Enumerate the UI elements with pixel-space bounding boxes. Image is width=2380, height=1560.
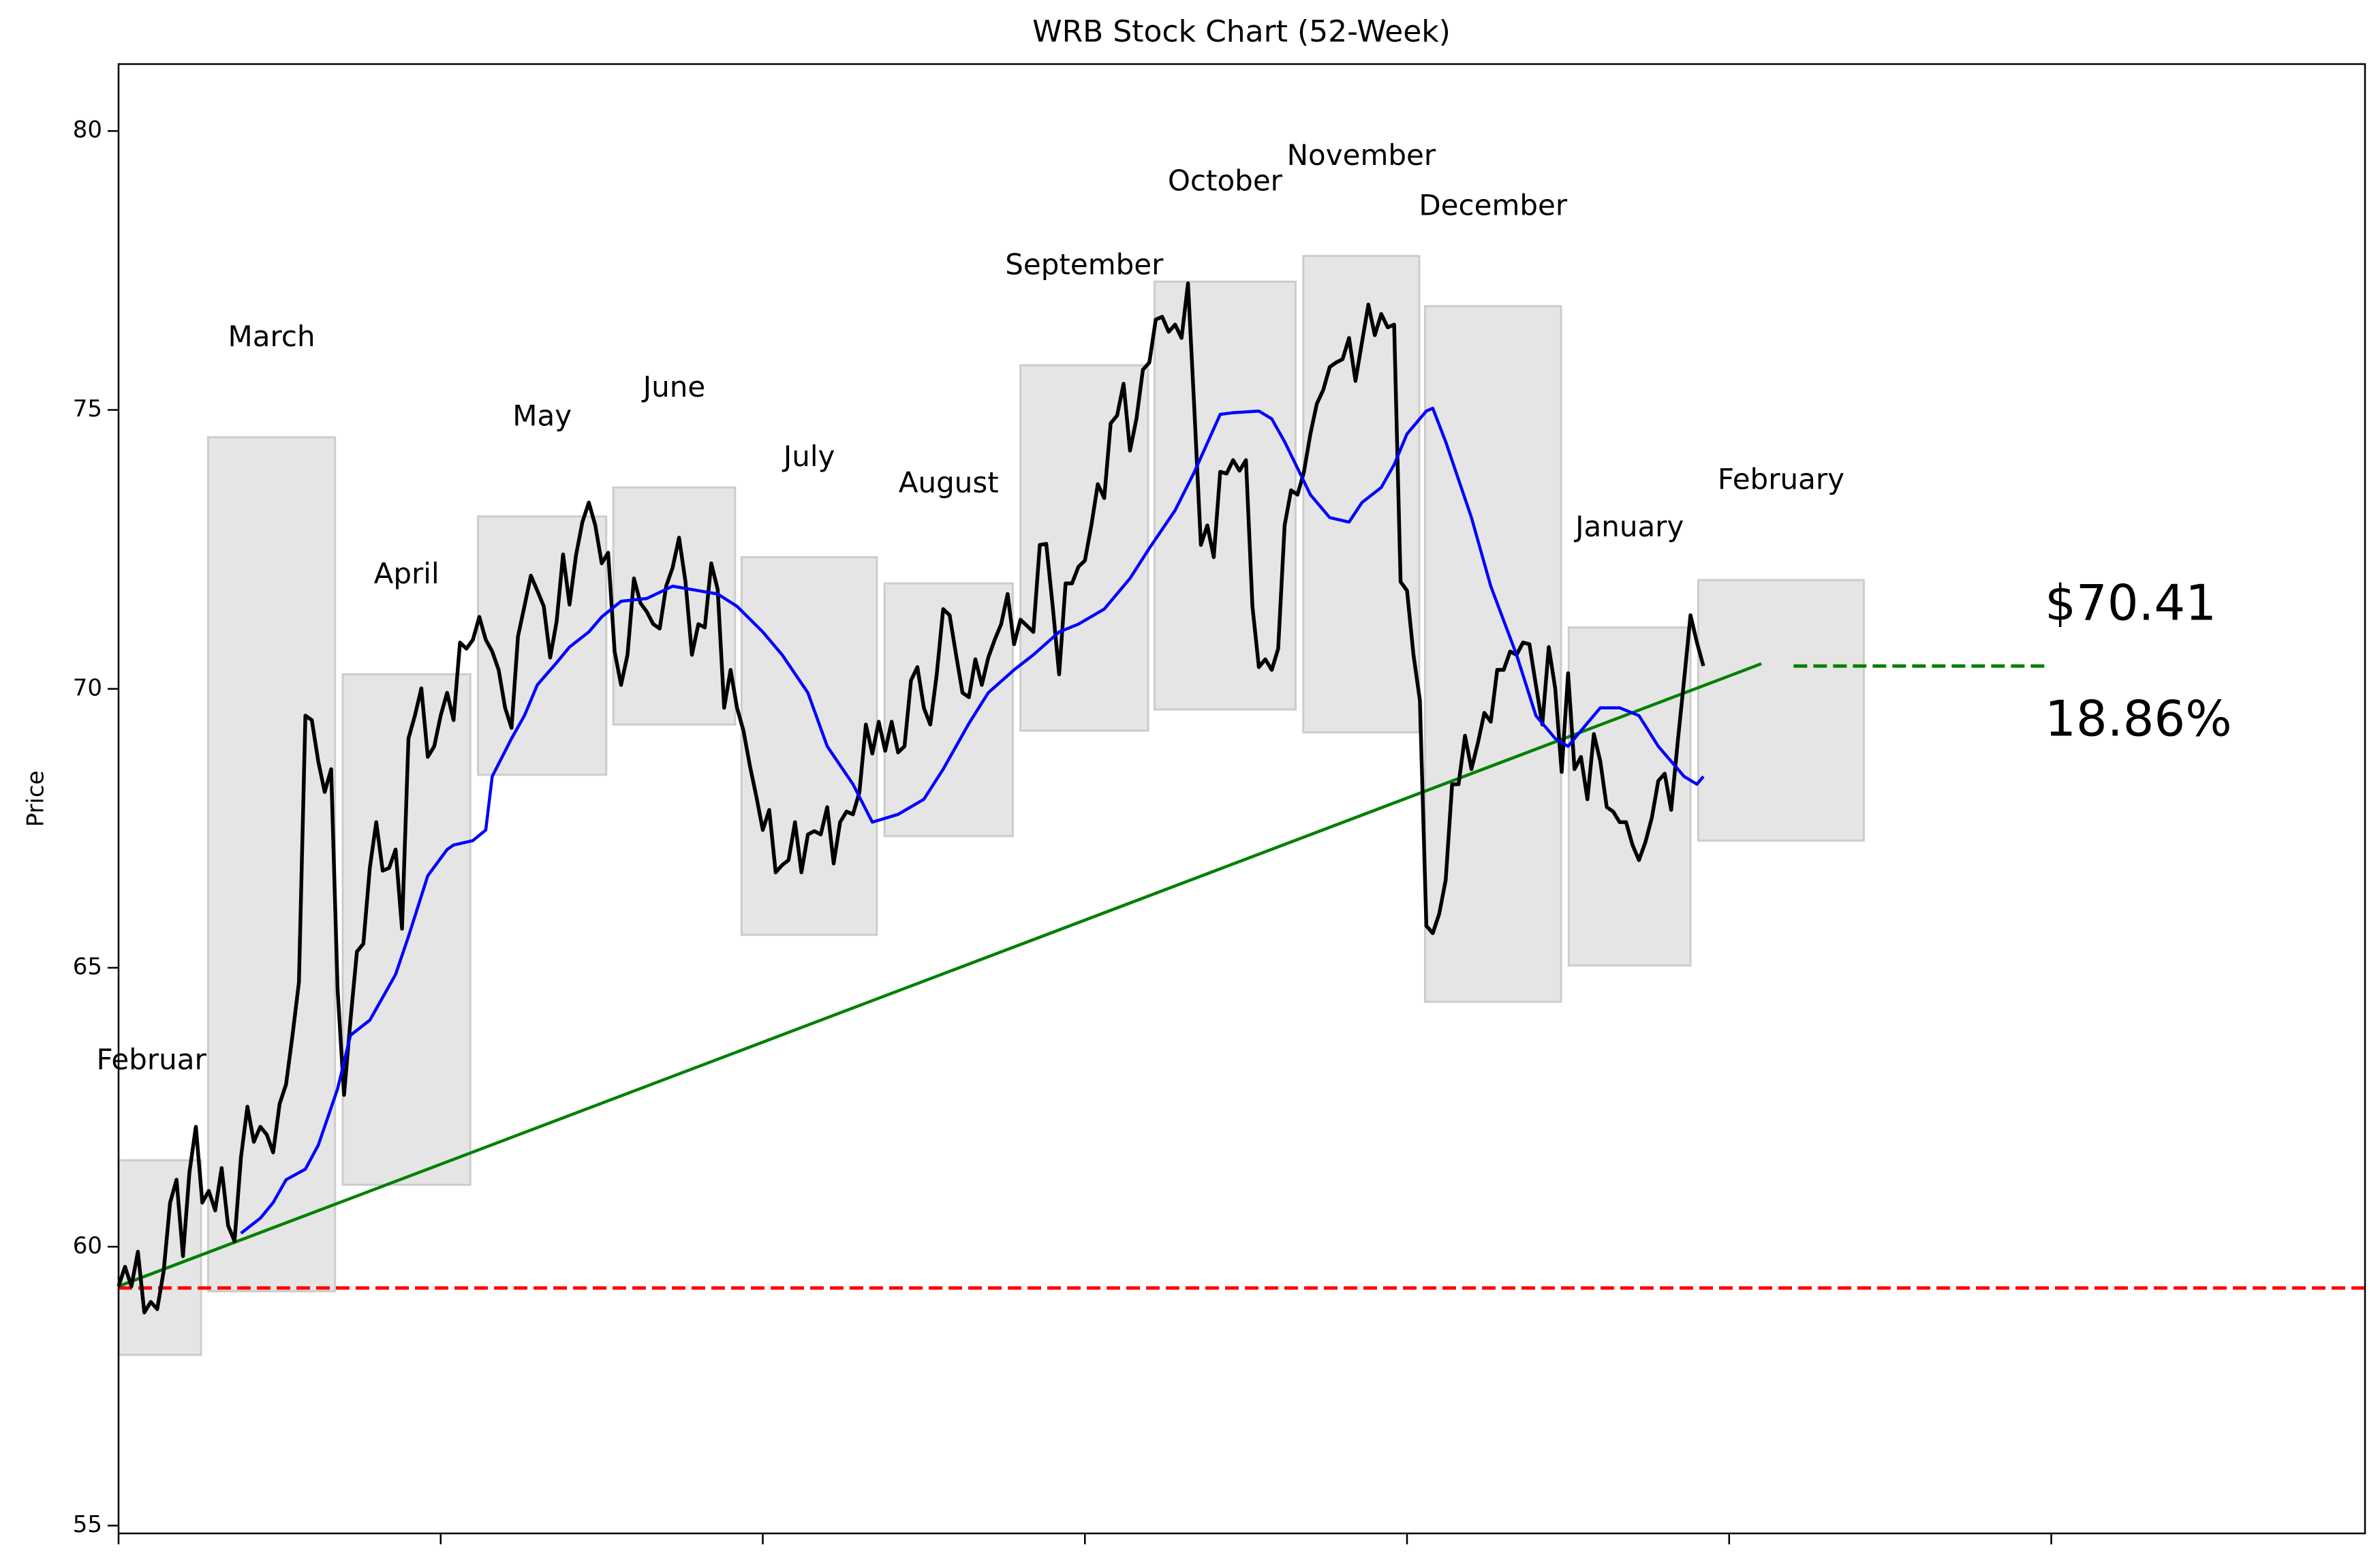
month-range-box	[1697, 579, 1865, 842]
month-label: December	[1419, 189, 1568, 222]
trend-line	[118, 662, 1762, 1288]
month-label: January	[1573, 510, 1684, 543]
y-tick-label: 75	[73, 395, 102, 423]
month-label: March	[228, 320, 315, 353]
y-tick-label: 65	[73, 953, 102, 981]
price-line	[117, 281, 1705, 1315]
price-line	[240, 406, 1705, 1235]
month-label: July	[782, 440, 835, 473]
month-range-box	[612, 486, 737, 726]
annotation: $70.41	[2045, 575, 2216, 632]
annotation: 18.86%	[2045, 690, 2232, 748]
y-tick-label: 70	[73, 674, 102, 701]
month-label: February	[1718, 463, 1844, 496]
plot-frame	[117, 63, 2366, 1535]
y-tick-label: 80	[73, 117, 102, 144]
month-range-box	[206, 436, 337, 1293]
month-label: May	[512, 399, 572, 432]
month-label: November	[1287, 138, 1436, 172]
month-label: February	[96, 1043, 223, 1076]
month-range-box	[740, 556, 878, 936]
month-label: April	[374, 557, 439, 590]
chart-title: WRB Stock Chart (52-Week)	[1032, 14, 1451, 49]
month-range-box	[1423, 305, 1562, 1003]
month-label: October	[1168, 164, 1283, 198]
y-tick-label: 55	[73, 1511, 102, 1538]
month-range-box	[883, 582, 1014, 838]
month-range-box	[1153, 280, 1297, 711]
y-axis-label: Price	[22, 771, 50, 827]
month-range-box	[1302, 255, 1421, 734]
month-range-box	[477, 515, 608, 776]
month-label: August	[899, 466, 999, 500]
y-tick-label: 60	[73, 1232, 102, 1259]
month-label: September	[1005, 248, 1164, 281]
month-label: June	[641, 370, 705, 403]
